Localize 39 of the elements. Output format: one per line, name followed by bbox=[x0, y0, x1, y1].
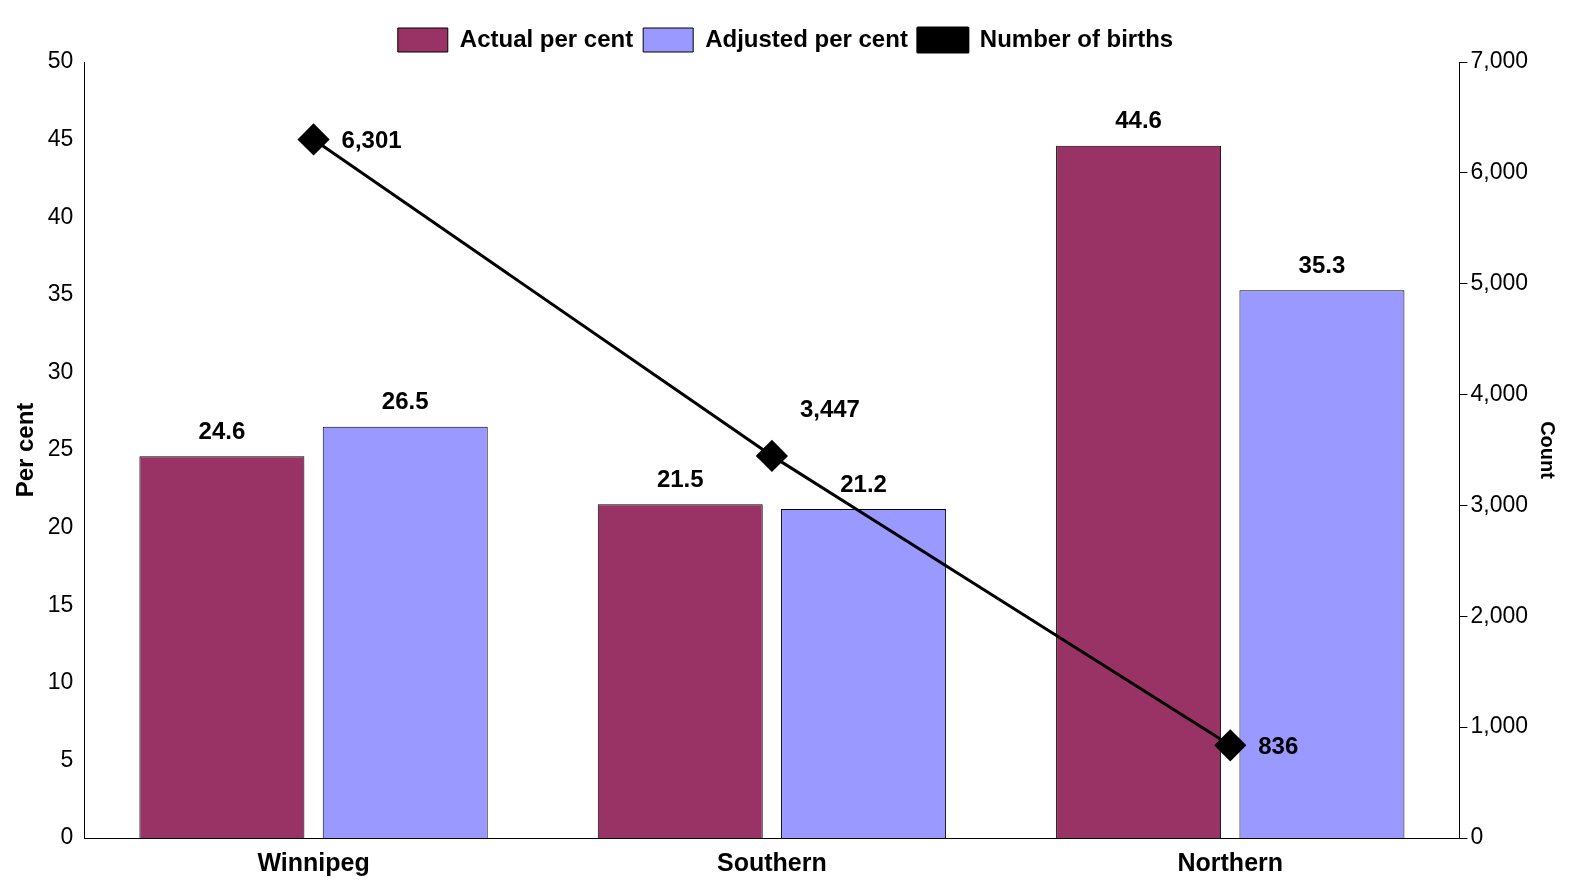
y-tick-label: 5 bbox=[60, 745, 74, 772]
data-label: 6,301 bbox=[341, 126, 402, 154]
data-label: 3,447 bbox=[799, 394, 860, 422]
y-tick-label: 0 bbox=[60, 823, 74, 850]
y2-axis-title: Count bbox=[1537, 421, 1560, 480]
y-tick-label: 40 bbox=[47, 202, 74, 229]
data-label: 44.6 bbox=[1115, 106, 1162, 134]
point bbox=[298, 123, 330, 155]
y2-tick-label: 2,000 bbox=[1470, 601, 1529, 628]
y-tick-label: 50 bbox=[47, 47, 74, 74]
y2-tick-label: 1,000 bbox=[1470, 712, 1529, 739]
legend-label: Actual per cent bbox=[459, 24, 634, 52]
data-label: 26.5 bbox=[381, 387, 429, 415]
y2-tick-label: 3,000 bbox=[1470, 490, 1529, 517]
y-tick-label: 35 bbox=[47, 280, 74, 307]
y2-tick-label: 7,000 bbox=[1470, 47, 1529, 74]
y-axis-title: Per cent bbox=[11, 402, 39, 498]
x-tick-label: Northern bbox=[1177, 847, 1284, 876]
y2-tick-label: 4,000 bbox=[1470, 379, 1529, 406]
y-tick-label: 30 bbox=[47, 357, 74, 384]
y-tick-label: 25 bbox=[47, 435, 74, 462]
data-label: 21.5 bbox=[656, 464, 704, 492]
x-tick-label: Southern bbox=[717, 847, 827, 876]
y2-tick-label: 0 bbox=[1470, 823, 1484, 850]
y-tick-label: 10 bbox=[47, 668, 74, 695]
data-label: 836 bbox=[1258, 731, 1299, 759]
data-label: 24.6 bbox=[198, 416, 246, 444]
y-tick-label: 45 bbox=[47, 124, 74, 151]
legend-label: Adjusted per cent bbox=[705, 24, 908, 52]
x-tick-label: Winnipeg bbox=[257, 847, 370, 876]
y-tick-label: 20 bbox=[47, 512, 74, 539]
y-tick-label: 15 bbox=[47, 590, 74, 617]
point bbox=[756, 440, 788, 472]
data-label: 21.2 bbox=[840, 469, 887, 497]
legend-label: Number of births bbox=[979, 24, 1174, 52]
y2-tick-label: 5,000 bbox=[1470, 269, 1529, 296]
y2-tick-label: 6,000 bbox=[1470, 158, 1529, 185]
data-label: 35.3 bbox=[1298, 250, 1346, 278]
point bbox=[1214, 729, 1246, 761]
